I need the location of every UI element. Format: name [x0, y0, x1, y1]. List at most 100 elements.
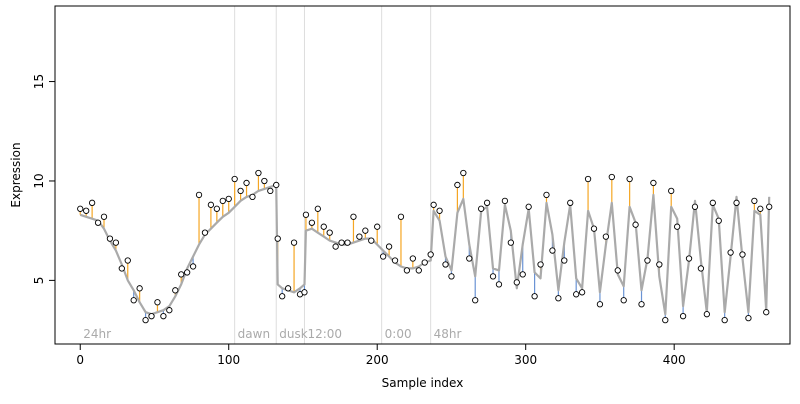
data-point [555, 295, 562, 302]
x-tick-label: 400 [663, 353, 686, 367]
data-point [267, 187, 274, 195]
data-point [507, 239, 514, 246]
data-point [421, 259, 428, 266]
data-point [184, 269, 191, 276]
y-axis-label: Expression [9, 142, 23, 207]
plot-frame [54, 5, 791, 345]
data-point [77, 205, 84, 212]
section-label: dusk [279, 327, 307, 341]
data-point [460, 169, 467, 177]
x-tick-label: 0 [76, 353, 84, 367]
data-point [674, 223, 681, 230]
data-point [83, 207, 90, 214]
data-point [543, 191, 550, 199]
data-points [77, 169, 773, 324]
data-point [766, 203, 773, 210]
data-point [225, 195, 232, 203]
data-point [537, 261, 544, 268]
data-point [454, 181, 461, 189]
data-point [88, 199, 96, 206]
section-label: 48hr [434, 327, 462, 341]
data-point [397, 213, 405, 220]
x-tick-label: 100 [217, 353, 240, 367]
data-point [213, 205, 220, 212]
data-point [172, 287, 179, 294]
data-point [721, 316, 728, 324]
data-point [531, 293, 538, 300]
data-point [495, 281, 503, 288]
data-point [243, 179, 250, 187]
data-point [478, 205, 485, 212]
data-point [757, 205, 764, 212]
data-point [290, 239, 298, 246]
data-point [644, 257, 651, 264]
section-label: 24hr [83, 327, 111, 341]
data-point [513, 279, 520, 286]
data-point [561, 257, 568, 264]
data-point [409, 255, 416, 262]
data-point [472, 297, 479, 304]
data-point [279, 293, 286, 300]
section-label: 12:00 [307, 327, 342, 341]
data-point [385, 243, 393, 250]
fit-line [79, 183, 771, 316]
y-tick-label: 10 [32, 173, 46, 188]
x-axis: 0 100 200 300 400 [76, 344, 686, 367]
data-point [374, 223, 381, 230]
data-point [130, 297, 137, 304]
data-point [314, 205, 321, 212]
data-point [745, 315, 752, 322]
data-point [362, 227, 369, 234]
data-point [237, 187, 244, 195]
data-point [301, 289, 308, 296]
data-point [106, 235, 114, 242]
data-point [697, 265, 705, 272]
data-point [338, 239, 345, 246]
section-dividers [234, 6, 432, 344]
data-point [596, 301, 604, 308]
data-point [567, 199, 574, 206]
data-point [148, 313, 155, 320]
data-point [350, 213, 357, 220]
data-point [614, 267, 621, 274]
data-point [427, 251, 434, 258]
data-point [626, 175, 633, 183]
data-point [715, 217, 722, 224]
section-label: 0:00 [385, 327, 412, 341]
data-point [578, 289, 586, 296]
data-point [685, 255, 693, 262]
data-point [166, 307, 173, 314]
data-point [255, 169, 262, 177]
data-point [751, 197, 758, 204]
data-point [656, 261, 663, 268]
y-axis: 5 10 15 [32, 74, 55, 284]
data-point [284, 285, 292, 292]
data-point [391, 257, 399, 264]
data-point [100, 213, 108, 220]
data-point [207, 201, 215, 208]
data-point [154, 299, 161, 306]
data-point [703, 311, 710, 318]
data-point [620, 297, 627, 304]
x-tick-label: 200 [366, 353, 389, 367]
data-point [356, 233, 363, 240]
data-point [201, 229, 209, 236]
fit-line-layer [79, 183, 771, 316]
y-tick-label: 15 [32, 74, 46, 89]
data-point [326, 229, 333, 236]
data-point [112, 239, 120, 246]
data-point [519, 271, 526, 278]
data-point [308, 219, 316, 226]
section-label: dawn [238, 327, 270, 341]
data-point [668, 187, 675, 195]
data-point [436, 207, 443, 214]
data-point [142, 316, 149, 324]
data-point [136, 285, 143, 292]
data-point [662, 316, 669, 324]
data-point [448, 273, 455, 280]
data-point [466, 255, 473, 262]
data-point [483, 199, 491, 206]
data-point [709, 199, 716, 206]
